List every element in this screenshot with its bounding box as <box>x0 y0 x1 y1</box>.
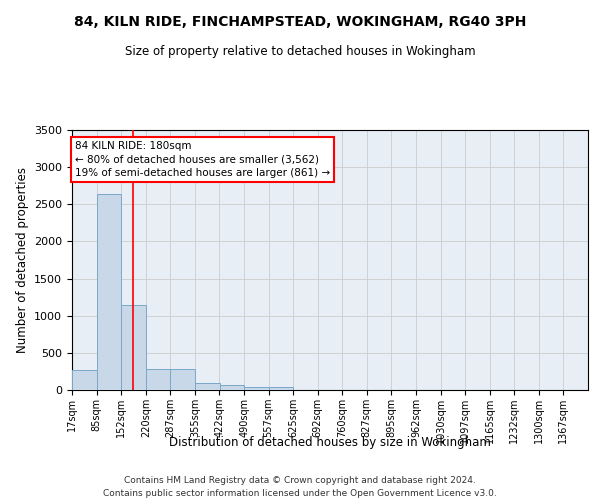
Text: Contains HM Land Registry data © Crown copyright and database right 2024.: Contains HM Land Registry data © Crown c… <box>124 476 476 485</box>
Text: 84 KILN RIDE: 180sqm
← 80% of detached houses are smaller (3,562)
19% of semi-de: 84 KILN RIDE: 180sqm ← 80% of detached h… <box>75 141 330 178</box>
Bar <box>72 370 97 390</box>
Bar <box>170 369 195 390</box>
Text: Contains public sector information licensed under the Open Government Licence v3: Contains public sector information licen… <box>103 488 497 498</box>
Y-axis label: Number of detached properties: Number of detached properties <box>16 167 29 353</box>
Bar <box>244 386 269 390</box>
Text: 84, KILN RIDE, FINCHAMPSTEAD, WOKINGHAM, RG40 3PH: 84, KILN RIDE, FINCHAMPSTEAD, WOKINGHAM,… <box>74 15 526 29</box>
Bar <box>195 384 220 390</box>
Text: Size of property relative to detached houses in Wokingham: Size of property relative to detached ho… <box>125 45 475 58</box>
Bar <box>220 385 244 390</box>
Bar <box>121 304 146 390</box>
Bar <box>97 194 121 390</box>
Bar <box>269 388 293 390</box>
Bar <box>146 369 170 390</box>
Text: Distribution of detached houses by size in Wokingham: Distribution of detached houses by size … <box>169 436 491 449</box>
